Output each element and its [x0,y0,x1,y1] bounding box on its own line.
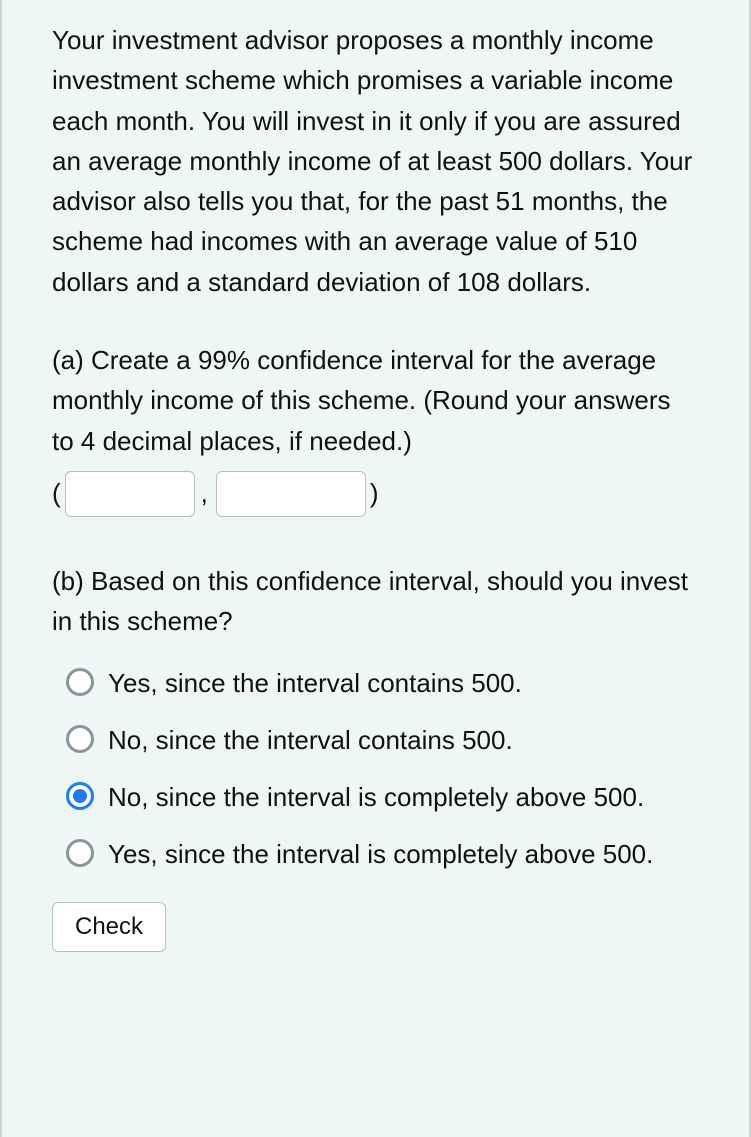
radio-icon [66,839,94,867]
problem-statement: Your investment advisor proposes a month… [52,20,699,302]
option-yes-contains[interactable]: Yes, since the interval contains 500. [66,664,699,703]
radio-icon [66,725,94,753]
radio-icon [66,668,94,696]
option-no-above[interactable]: No, since the interval is completely abo… [66,778,699,817]
open-paren: ( [52,478,61,509]
option-label: No, since the interval is completely abo… [108,778,699,817]
option-yes-above[interactable]: Yes, since the interval is completely ab… [66,835,699,874]
question-panel: Your investment advisor proposes a month… [0,0,751,1137]
part-a-prompt: (a) Create a 99% confidence interval for… [52,340,699,461]
ci-upper-input[interactable] [216,471,366,517]
close-paren: ) [370,478,379,509]
option-no-contains[interactable]: No, since the interval contains 500. [66,721,699,760]
confidence-interval-inputs: ( , ) [52,471,699,517]
interval-separator: , [199,478,212,509]
option-label: No, since the interval contains 500. [108,721,699,760]
option-label: Yes, since the interval contains 500. [108,664,699,703]
radio-icon [66,782,94,810]
check-button[interactable]: Check [52,902,166,952]
ci-lower-input[interactable] [65,471,195,517]
radio-group: Yes, since the interval contains 500. No… [52,664,699,874]
option-label: Yes, since the interval is completely ab… [108,835,699,874]
part-b-prompt: (b) Based on this confidence interval, s… [52,561,699,642]
